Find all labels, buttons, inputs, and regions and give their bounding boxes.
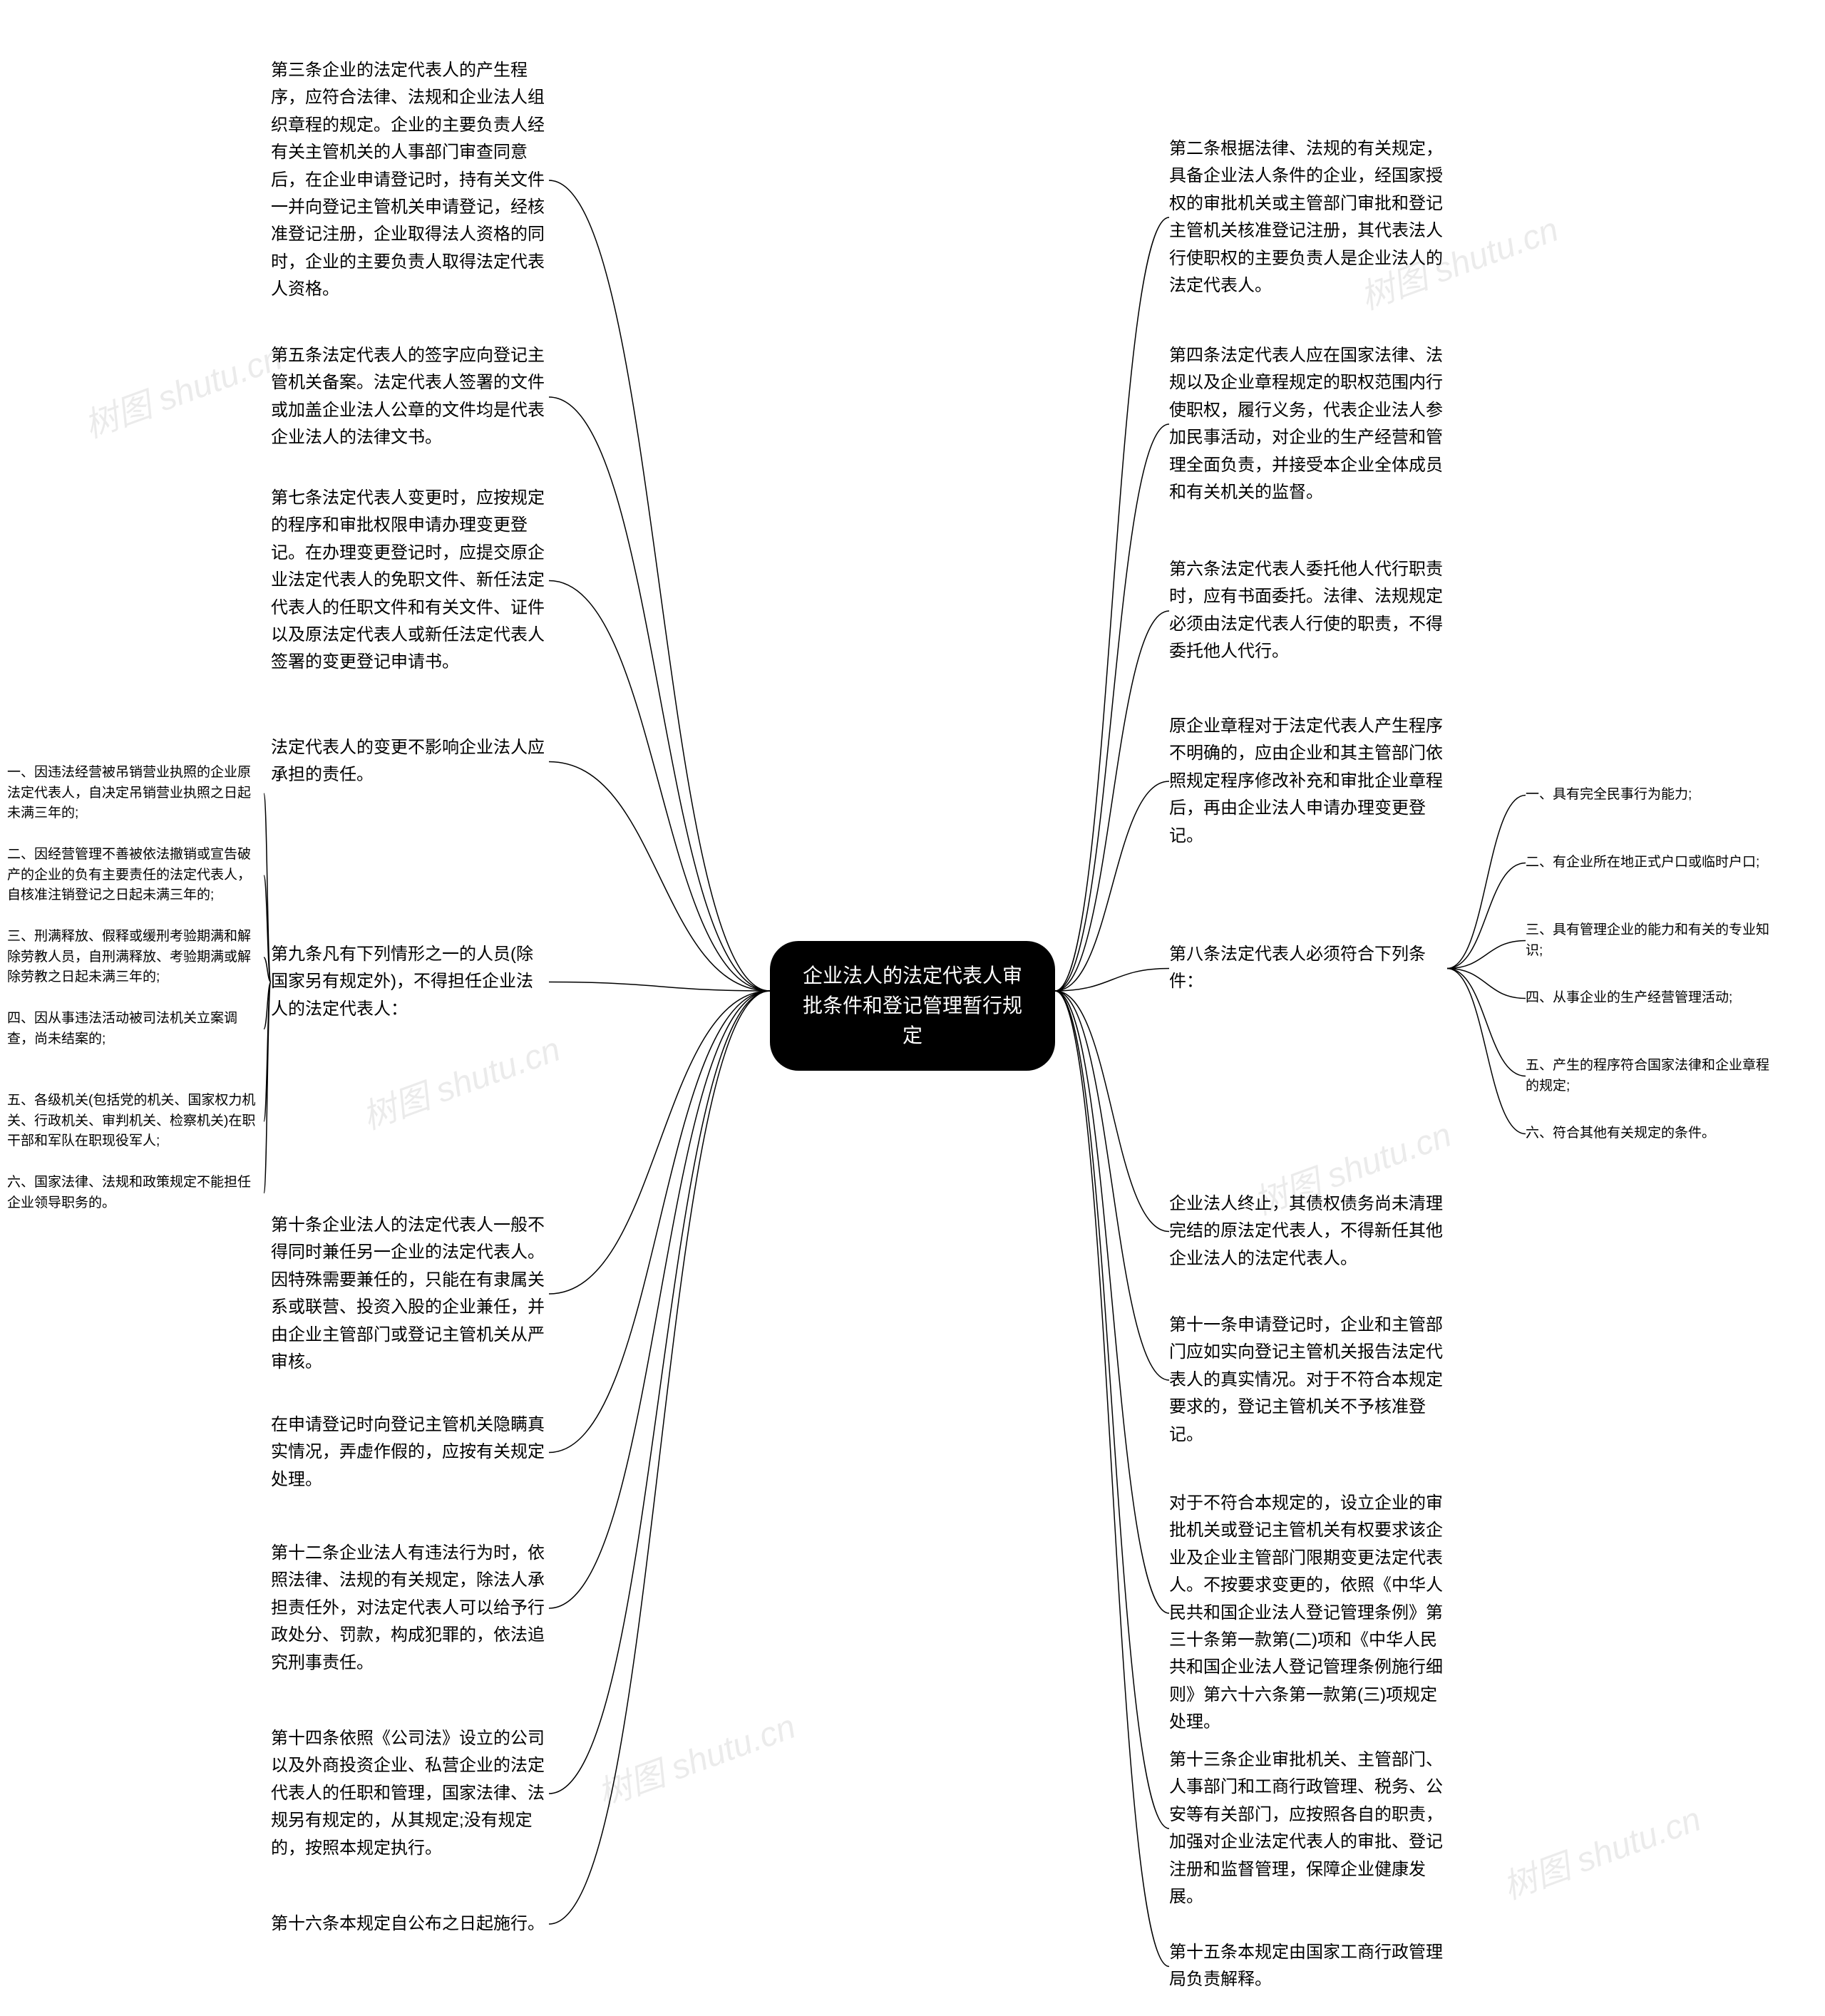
sub-node: 五、各级机关(包括党的机关、国家权力机关、行政机关、审判机关、检察机关)在职干部… [7, 1091, 264, 1152]
branch-text: 第十三条企业审批机关、主管部门、人事部门和工商行政管理、税务、公安等有关部门，应… [1169, 1750, 1443, 1906]
sub-text: 六、符合其他有关规定的条件。 [1526, 1126, 1715, 1141]
branch-node: 第七条法定代表人变更时，应按规定的程序和审批权限申请办理变更登记。在办理变更登记… [271, 485, 549, 677]
sub-node: 一、具有完全民事行为能力; [1526, 785, 1782, 806]
sub-node: 六、国家法律、法规和政策规定不能担任企业领导职务的。 [7, 1173, 264, 1213]
branch-text: 第九条凡有下列情形之一的人员(除国家另有规定外)，不得担任企业法人的法定代表人： [271, 945, 533, 1019]
sub-node: 三、具有管理企业的能力和有关的专业知识; [1526, 920, 1782, 961]
branch-text: 第七条法定代表人变更时，应按规定的程序和审批权限申请办理变更登记。在办理变更登记… [271, 488, 545, 672]
branch-node: 第三条企业的法定代表人的产生程序，应符合法律、法规和企业法人组织章程的规定。企业… [271, 57, 549, 304]
sub-node: 二、因经营管理不善被依法撤销或宣告破产的企业的负有主要责任的法定代表人，自核准注… [7, 845, 264, 906]
branch-node: 第八条法定代表人必须符合下列条件： [1169, 941, 1447, 996]
branch-text: 企业法人终止，其债权债务尚未清理完结的原法定代表人，不得新任其他企业法人的法定代… [1169, 1194, 1443, 1268]
sub-node: 四、因从事违法活动被司法机关立案调查，尚未结案的; [7, 1009, 264, 1049]
branch-text: 第八条法定代表人必须符合下列条件： [1169, 945, 1426, 991]
center-node: 企业法人的法定代表人审批条件和登记管理暂行规定 [770, 941, 1055, 1071]
sub-text: 一、具有完全民事行为能力; [1526, 787, 1692, 802]
branch-node: 第五条法定代表人的签字应向登记主管机关备案。法定代表人签署的文件或加盖企业法人公… [271, 342, 549, 452]
branch-text: 第六条法定代表人委托他人代行职责时，应有书面委托。法律、法规规定必须由法定代表人… [1169, 560, 1443, 661]
sub-node: 三、刑满释放、假释或缓刑考验期满和解除劳教人员，自刑满释放、考验期满或解除劳教之… [7, 927, 264, 988]
branch-node: 企业法人终止，其债权债务尚未清理完结的原法定代表人，不得新任其他企业法人的法定代… [1169, 1190, 1447, 1272]
sub-text: 六、国家法律、法规和政策规定不能担任企业领导职务的。 [7, 1175, 251, 1210]
branch-text: 第十四条依照《公司法》设立的公司以及外商投资企业、私营企业的法定代表人的任职和管… [271, 1729, 545, 1858]
sub-text: 三、具有管理企业的能力和有关的专业知识; [1526, 922, 1769, 958]
branch-text: 第二条根据法律、法规的有关规定，具备企业法人条件的企业，经国家授权的审批机关或主… [1169, 139, 1443, 295]
branch-text: 在申请登记时向登记主管机关隐瞒真实情况，弄虚作假的，应按有关规定处理。 [271, 1415, 545, 1489]
watermark: 树图 shutu.cn [354, 1021, 566, 1138]
branch-node: 第十六条本规定自公布之日起施行。 [271, 1910, 549, 1938]
sub-text: 二、有企业所在地正式户口或临时户口; [1526, 855, 1759, 870]
branch-node: 原企业章程对于法定代表人产生程序不明确的，应由企业和其主管部门依照规定程序修改补… [1169, 713, 1447, 850]
branch-text: 第四条法定代表人应在国家法律、法规以及企业章程规定的职权范围内行使职权，履行义务… [1169, 346, 1443, 502]
branch-node: 第十二条企业法人有违法行为时，依照法律、法规的有关规定，除法人承担责任外，对法定… [271, 1540, 549, 1677]
branch-text: 第十六条本规定自公布之日起施行。 [271, 1914, 545, 1933]
branch-node: 在申请登记时向登记主管机关隐瞒真实情况，弄虚作假的，应按有关规定处理。 [271, 1411, 549, 1493]
sub-text: 二、因经营管理不善被依法撤销或宣告破产的企业的负有主要责任的法定代表人，自核准注… [7, 847, 251, 902]
sub-node: 二、有企业所在地正式户口或临时户口; [1526, 853, 1782, 873]
branch-text: 原企业章程对于法定代表人产生程序不明确的，应由企业和其主管部门依照规定程序修改补… [1169, 716, 1443, 845]
sub-text: 四、因从事违法活动被司法机关立案调查，尚未结案的; [7, 1011, 237, 1046]
watermark: 树图 shutu.cn [76, 329, 288, 447]
branch-node: 第十三条企业审批机关、主管部门、人事部门和工商行政管理、税务、公安等有关部门，应… [1169, 1747, 1447, 1910]
branch-text: 第五条法定代表人的签字应向登记主管机关备案。法定代表人签署的文件或加盖企业法人公… [271, 346, 545, 447]
watermark: 树图 shutu.cn [1495, 1791, 1707, 1908]
branch-text: 法定代表人的变更不影响企业法人应承担的责任。 [271, 738, 545, 784]
sub-node: 四、从事企业的生产经营管理活动; [1526, 988, 1782, 1009]
center-text: 企业法人的法定代表人审批条件和登记管理暂行规定 [803, 965, 1022, 1046]
branch-node: 第四条法定代表人应在国家法律、法规以及企业章程规定的职权范围内行使职权，履行义务… [1169, 342, 1447, 506]
branch-node: 对于不符合本规定的，设立企业的审批机关或登记主管机关有权要求该企业及企业主管部门… [1169, 1490, 1447, 1737]
sub-text: 四、从事企业的生产经营管理活动; [1526, 990, 1732, 1005]
branch-node: 第十条企业法人的法定代表人一般不得同时兼任另一企业的法定代表人。因特殊需要兼任的… [271, 1212, 549, 1376]
watermark: 树图 shutu.cn [590, 1698, 801, 1816]
branch-text: 第十二条企业法人有违法行为时，依照法律、法规的有关规定，除法人承担责任外，对法定… [271, 1543, 545, 1672]
sub-node: 六、符合其他有关规定的条件。 [1526, 1123, 1782, 1144]
sub-text: 五、产生的程序符合国家法律和企业章程的规定; [1526, 1058, 1769, 1094]
branch-text: 第十条企业法人的法定代表人一般不得同时兼任另一企业的法定代表人。因特殊需要兼任的… [271, 1215, 545, 1372]
branch-text: 第十五条本规定由国家工商行政管理局负责解释。 [1169, 1943, 1443, 1989]
branch-node: 第十一条申请登记时，企业和主管部门应如实向登记主管机关报告法定代表人的真实情况。… [1169, 1312, 1447, 1449]
sub-text: 五、各级机关(包括党的机关、国家权力机关、行政机关、审判机关、检察机关)在职干部… [7, 1093, 255, 1148]
sub-text: 三、刑满释放、假释或缓刑考验期满和解除劳教人员，自刑满释放、考验期满或解除劳教之… [7, 929, 251, 984]
branch-node: 第十五条本规定由国家工商行政管理局负责解释。 [1169, 1939, 1447, 1994]
branch-text: 第十一条申请登记时，企业和主管部门应如实向登记主管机关报告法定代表人的真实情况。… [1169, 1315, 1443, 1444]
branch-text: 第三条企业的法定代表人的产生程序，应符合法律、法规和企业法人组织章程的规定。企业… [271, 61, 545, 299]
sub-node: 一、因违法经营被吊销营业执照的企业原法定代表人，自决定吊销营业执照之日起未满三年… [7, 763, 264, 824]
branch-node: 法定代表人的变更不影响企业法人应承担的责任。 [271, 734, 549, 789]
sub-node: 五、产生的程序符合国家法律和企业章程的规定; [1526, 1056, 1782, 1096]
branch-node: 第六条法定代表人委托他人代行职责时，应有书面委托。法律、法规规定必须由法定代表人… [1169, 556, 1447, 666]
branch-text: 对于不符合本规定的，设立企业的审批机关或登记主管机关有权要求该企业及企业主管部门… [1169, 1493, 1443, 1732]
branch-node: 第九条凡有下列情形之一的人员(除国家另有规定外)，不得担任企业法人的法定代表人： [271, 941, 549, 1023]
branch-node: 第二条根据法律、法规的有关规定，具备企业法人条件的企业，经国家授权的审批机关或主… [1169, 135, 1447, 299]
sub-text: 一、因违法经营被吊销营业执照的企业原法定代表人，自决定吊销营业执照之日起未满三年… [7, 765, 251, 821]
branch-node: 第十四条依照《公司法》设立的公司以及外商投资企业、私营企业的法定代表人的任职和管… [271, 1725, 549, 1862]
